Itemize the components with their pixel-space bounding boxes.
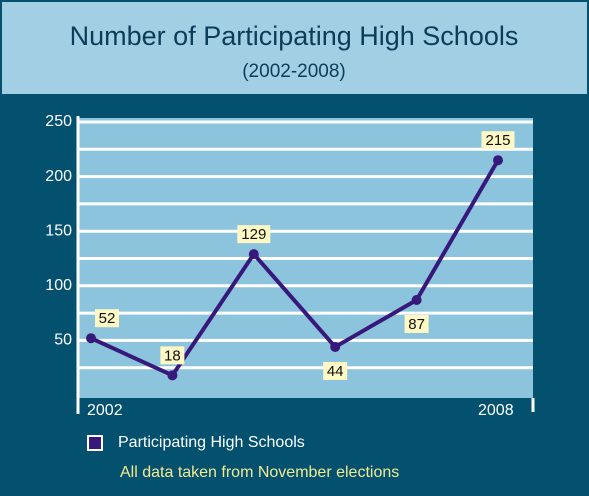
data-label-box — [237, 225, 271, 244]
data-label-box — [323, 361, 348, 380]
note: All data taken from November elections — [120, 464, 399, 481]
point — [167, 370, 178, 381]
data-label: 215 — [485, 132, 510, 149]
point — [411, 294, 422, 305]
y-tick-label: 200 — [45, 168, 72, 185]
data-label: 18 — [164, 347, 181, 364]
line — [90, 159, 500, 378]
point — [330, 341, 341, 352]
chart-title: Number of Participating High Schools — [70, 21, 519, 51]
data-label-box — [481, 131, 515, 150]
y-tick-label: 100 — [45, 277, 72, 294]
title-box — [0, 0, 589, 96]
y-tick-label: 250 — [45, 113, 72, 130]
legend-swatch — [87, 435, 103, 451]
data-label-box — [160, 346, 185, 365]
y-tick-label: 150 — [45, 222, 72, 239]
data-label: 52 — [99, 310, 116, 327]
point — [248, 249, 259, 260]
data-label-box — [404, 314, 429, 333]
data-label: 87 — [408, 316, 425, 333]
point — [86, 333, 96, 344]
x-tick-label: 2002 — [87, 402, 123, 419]
data-label: 129 — [241, 226, 266, 243]
data-label: 44 — [327, 363, 344, 380]
y-tick-label: 50 — [54, 332, 72, 349]
chart-subtitle: (2002-2008) — [242, 61, 346, 82]
legend-label: Participating High Schools — [118, 434, 305, 451]
point — [493, 155, 503, 166]
x-tick-label: 2008 — [478, 402, 514, 419]
data-label-box — [95, 309, 119, 328]
